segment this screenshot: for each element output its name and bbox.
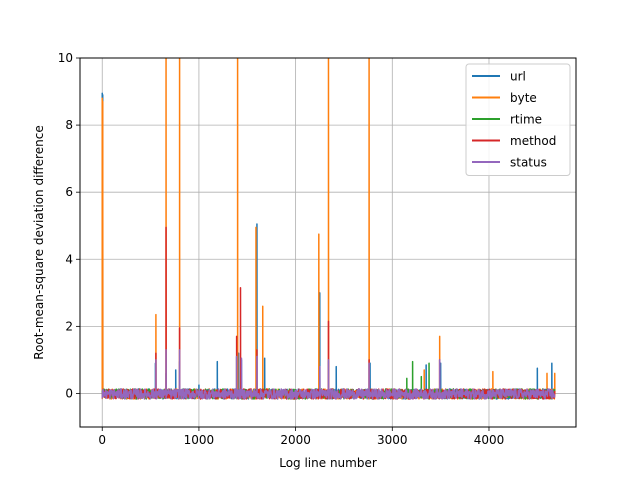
legend-label-url: url xyxy=(510,70,526,84)
x-tick-label: 4000 xyxy=(474,433,505,447)
series-line-status xyxy=(101,349,556,400)
y-tick-label: 0 xyxy=(65,386,73,400)
axes-frame xyxy=(79,57,577,428)
legend-label-byte: byte xyxy=(510,91,537,105)
x-tick-label: 1000 xyxy=(184,433,215,447)
x-axis-label: Log line number xyxy=(279,456,377,470)
legend-label-method: method xyxy=(510,134,556,148)
y-tick-label: 8 xyxy=(65,118,73,132)
y-axis-label: Root-mean-square deviation difference xyxy=(32,125,46,359)
y-tick-label: 6 xyxy=(65,185,73,199)
series-layer xyxy=(101,58,556,400)
legend-label-rtime: rtime xyxy=(510,113,542,127)
legend-label-status: status xyxy=(510,156,547,170)
x-tick-label: 3000 xyxy=(377,433,408,447)
ticks: 0 1000 2000 3000 4000 0 2 4 6 8 10 xyxy=(58,51,505,447)
y-tick-label: 10 xyxy=(58,51,73,65)
x-tick-label: 2000 xyxy=(280,433,311,447)
y-tick-label: 4 xyxy=(65,252,73,266)
legend: url byte rtime method status xyxy=(465,63,571,176)
y-tick-label: 2 xyxy=(65,319,73,333)
legend-box xyxy=(465,63,571,176)
x-tick-label: 0 xyxy=(98,433,106,447)
